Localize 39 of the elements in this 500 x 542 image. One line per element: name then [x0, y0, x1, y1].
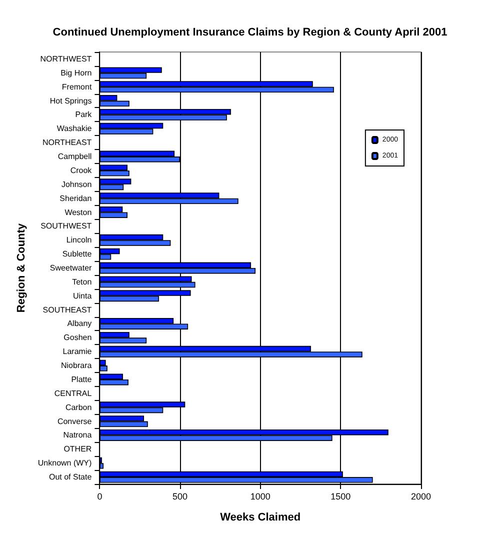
x-tick-label: 1000 — [250, 492, 270, 502]
y-tick-label: OTHER — [64, 444, 92, 454]
y-tick-label: Sublette — [62, 250, 92, 259]
y-tick-label: Goshen — [64, 333, 92, 342]
x-tick-label: 2000 — [410, 492, 432, 502]
y-tick-label: Campbell — [58, 152, 92, 162]
y-tick-label: Unknown (WY) — [38, 458, 92, 468]
y-tick-label: Big Horn — [60, 68, 92, 78]
y-tick-label: Park — [75, 110, 93, 120]
x-tick-label: 0 — [97, 492, 102, 502]
x-tick-label: 500 — [172, 492, 188, 502]
x-tick-label: 1500 — [330, 492, 351, 502]
y-tick-label: Natrona — [63, 430, 92, 440]
y-tick-label: NORTHEAST — [42, 138, 92, 148]
y-tick-label: Crook — [70, 166, 93, 175]
y-tick-label: Uinta — [73, 291, 92, 300]
y-tick-label: NORTHWEST — [40, 54, 92, 64]
y-tick-label: Sweetwater — [50, 264, 92, 272]
y-tick-label: Out of State — [48, 472, 92, 482]
y-tick-label: Fremont — [62, 82, 92, 92]
y-tick-label: Albany — [67, 319, 92, 328]
y-tick-label: Hot Springs — [50, 96, 92, 106]
y-tick-label: Platte — [71, 374, 92, 384]
chart-title: Continued Unemployment Insurance Claims by Region & County April 2001 — [52, 26, 448, 38]
y-tick-label: Lincoln — [66, 236, 92, 245]
y-tick-label: Niobrara — [61, 361, 92, 370]
y-tick-label: Johnson — [61, 180, 92, 189]
y-tick-label: Laramie — [62, 347, 92, 356]
y-axis-title: Region & County — [16, 222, 28, 313]
y-tick-label: SOUTHEAST — [42, 305, 92, 314]
y-tick-label: SOUTHWEST — [40, 222, 92, 231]
y-tick-label: Washakie — [56, 124, 92, 134]
y-tick-label: CENTRAL — [54, 388, 92, 398]
y-tick-label: Converse — [57, 416, 92, 426]
y-tick-label: Weston — [64, 208, 92, 217]
y-tick-label: Teton — [72, 277, 92, 286]
y-tick-label: Carbon — [65, 402, 92, 412]
y-tick-label: Sheridan — [60, 194, 92, 203]
x-axis-title: Weeks Claimed — [220, 512, 301, 524]
